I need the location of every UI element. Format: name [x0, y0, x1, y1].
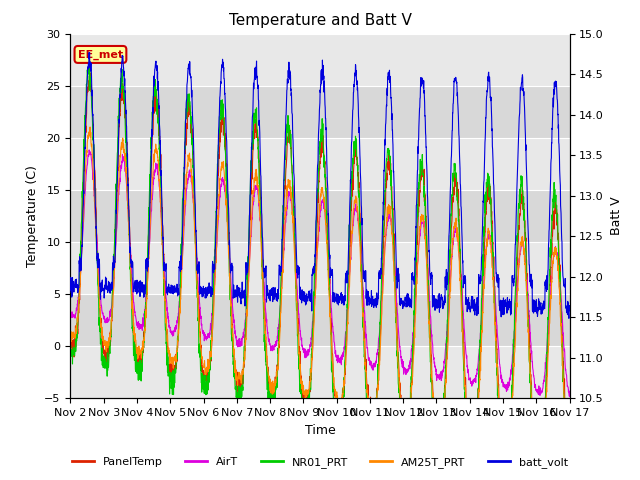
- X-axis label: Time: Time: [305, 424, 335, 437]
- Bar: [70, 34, 570, 86]
- Bar: [70, 346, 570, 398]
- Y-axis label: Batt V: Batt V: [610, 197, 623, 235]
- Bar: [70, 190, 570, 242]
- Bar: [70, 86, 570, 138]
- Title: Temperature and Batt V: Temperature and Batt V: [228, 13, 412, 28]
- Text: EE_met: EE_met: [78, 49, 123, 60]
- Bar: [70, 138, 570, 190]
- Bar: [70, 242, 570, 294]
- Bar: [70, 294, 570, 346]
- Legend: PanelTemp, AirT, NR01_PRT, AM25T_PRT, batt_volt: PanelTemp, AirT, NR01_PRT, AM25T_PRT, ba…: [68, 452, 572, 472]
- Y-axis label: Temperature (C): Temperature (C): [26, 165, 39, 267]
